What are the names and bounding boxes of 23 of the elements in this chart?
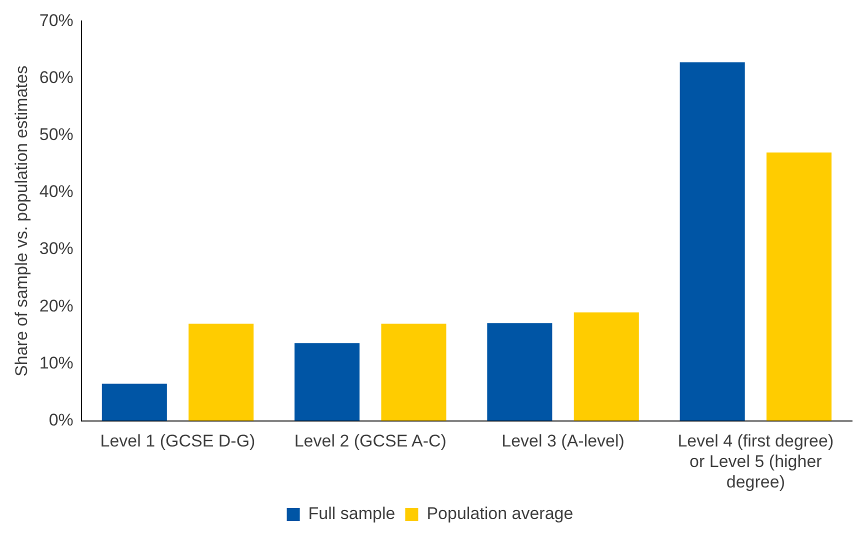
legend-label: Full sample: [308, 504, 396, 524]
y-tick-label: 30%: [39, 239, 74, 258]
y-tick-label: 40%: [39, 182, 74, 202]
y-tick-label: 70%: [39, 10, 74, 30]
bar: [294, 343, 360, 421]
x-tick-label: Level 3 (A-level): [502, 432, 624, 451]
y-tick-label: 60%: [39, 68, 74, 87]
bar: [766, 152, 832, 421]
legend-label: Population average: [426, 504, 574, 524]
x-tick-label: Level 2 (GCSE A-C): [294, 432, 446, 451]
y-axis-title: Share of sample vs. population estimates: [12, 66, 31, 376]
bar: [188, 324, 254, 421]
y-tick-label: 50%: [39, 125, 74, 144]
y-tick-label: 10%: [39, 353, 74, 372]
y-tick-label: 20%: [39, 296, 74, 316]
bar: [487, 323, 552, 421]
bar: [381, 324, 446, 421]
x-tick-label: Level 4 (first degree) or Level 5 (higher degree): [678, 432, 834, 492]
bar: [574, 312, 639, 421]
y-tick-label: 0%: [48, 410, 74, 430]
bar: [680, 62, 745, 421]
bar: [102, 384, 167, 421]
x-tick-label: Level 1 (GCSE D-G): [100, 432, 256, 451]
